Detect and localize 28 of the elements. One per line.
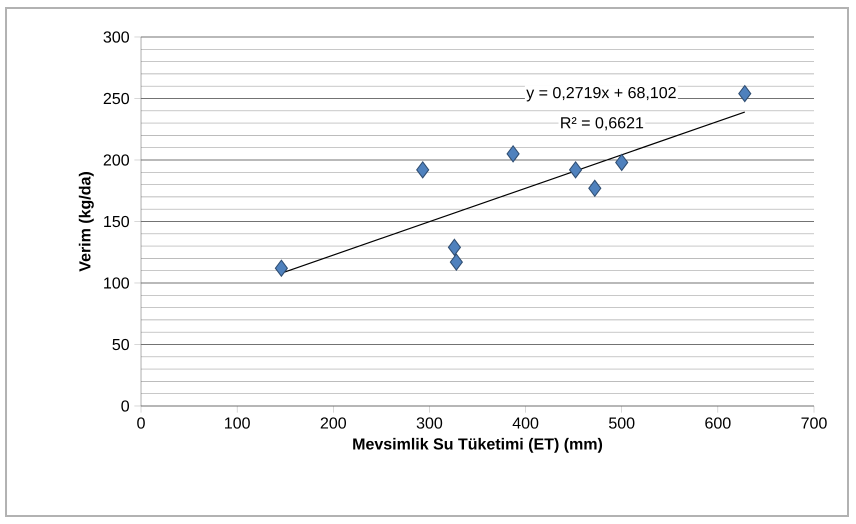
y-tick-label: 300 [104,31,130,43]
x-tick-label: 400 [512,417,538,429]
x-tick-label: 200 [320,417,346,429]
x-tick-label: 600 [705,417,731,429]
point [738,85,752,102]
point [274,260,288,277]
y-tick-label: 50 [112,338,130,350]
annotation: R² = 0,6621 [561,117,644,130]
point [615,154,628,171]
point [588,180,602,197]
y-tick-label: 150 [104,216,130,228]
y-tick-label: 250 [104,92,130,104]
x-tick-label: 300 [416,417,442,429]
x-tick-label: 100 [225,417,250,429]
x-axis-title: Mevsimlik Su Tüketimi (ET) (mm) [353,438,602,453]
point [448,238,461,256]
x-tick-label: 700 [801,417,827,429]
annotation: y = 0,2719x + 68,102 [526,86,676,102]
point [416,161,430,178]
y-tick-label: 0 [121,400,130,412]
x-tick-label: 0 [137,417,145,429]
y-tick-label: 100 [104,277,130,289]
point [569,161,582,178]
point [450,254,463,271]
x-tick-label: 500 [609,417,634,429]
point [506,145,520,162]
y-axis-title: Verim (kg/da) [78,172,94,272]
y-tick-label: 200 [104,154,130,166]
